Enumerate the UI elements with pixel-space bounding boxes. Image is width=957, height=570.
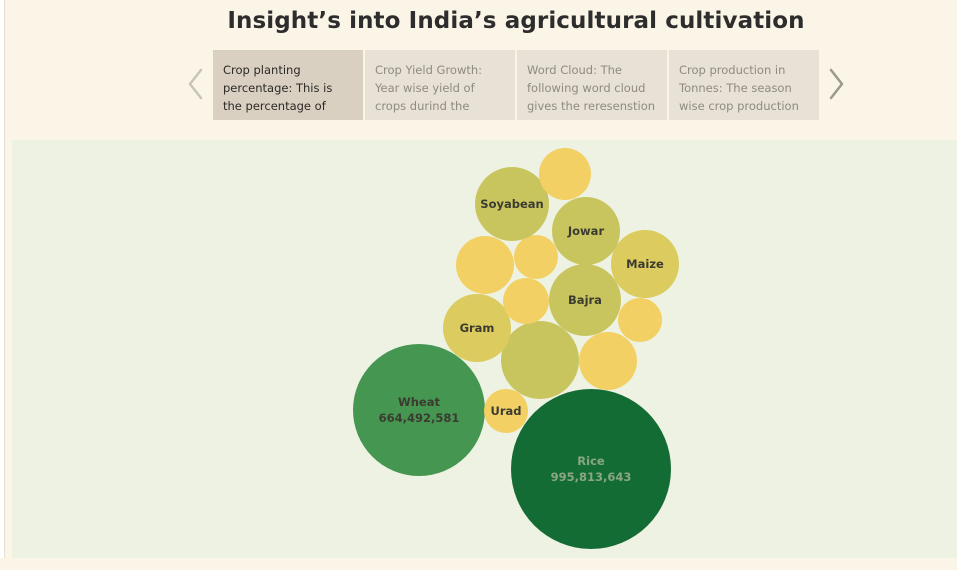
page-title: Insight’s into India’s agricultural cult…: [0, 8, 957, 34]
story-next-button[interactable]: [826, 66, 848, 102]
story-point-3[interactable]: Word Cloud: The following word cloud giv…: [517, 50, 667, 120]
bubble-circle[interactable]: [539, 148, 591, 200]
bubble-soyabean[interactable]: Soyabean: [475, 167, 549, 241]
bubble-label: Soyabean: [480, 197, 543, 211]
bubble-label: Bajra: [568, 293, 602, 307]
bubble-5[interactable]: [579, 332, 637, 390]
bubble-4[interactable]: [501, 321, 579, 399]
bubble-rice[interactable]: Rice 995,813,643: [511, 389, 671, 549]
bubble-circle[interactable]: [503, 278, 549, 324]
bubble-label: Maize: [626, 257, 664, 271]
packed-bubble-chart: Rice 995,813,643 Wheat 664,492,581 Urad Gram B…: [12, 140, 957, 558]
bubble-circle[interactable]: [579, 332, 637, 390]
bubble-circle[interactable]: [511, 389, 671, 549]
story-point-4[interactable]: Crop production in Tonnes: The season wi…: [669, 50, 819, 120]
bubble-urad[interactable]: Urad: [484, 389, 528, 433]
bubble-circle[interactable]: [618, 298, 662, 342]
footer-strip: [0, 558, 957, 570]
bubble-maize[interactable]: Maize: [611, 230, 679, 298]
story-point-1[interactable]: Crop planting percentage: This is the pe…: [213, 50, 363, 120]
story-point-2[interactable]: Crop Yield Growth: Year wise yield of cr…: [365, 50, 515, 120]
bubble-label: Urad: [490, 404, 521, 418]
bubble-chart-svg: Rice 995,813,643 Wheat 664,492,581 Urad Gram B…: [12, 140, 957, 558]
bubble-gram[interactable]: Gram: [443, 294, 511, 362]
bubble-circle[interactable]: [514, 235, 558, 279]
bubble-value: 995,813,643: [551, 470, 632, 484]
chevron-right-icon: [826, 66, 848, 102]
bubble-bajra[interactable]: Bajra: [549, 264, 621, 336]
bubble-10[interactable]: [456, 236, 514, 294]
story-navigator: Crop planting percentage: This is the pe…: [213, 50, 821, 120]
bubble-label: Rice: [577, 454, 605, 468]
bubble-11[interactable]: [514, 235, 558, 279]
story-prev-button[interactable]: [185, 66, 207, 102]
bubble-circle[interactable]: [353, 344, 485, 476]
bubble-label: Gram: [460, 321, 495, 335]
bubble-15[interactable]: [539, 148, 591, 200]
bubble-wheat[interactable]: Wheat 664,492,581: [353, 344, 485, 476]
bubble-circle[interactable]: [456, 236, 514, 294]
bubble-7[interactable]: [503, 278, 549, 324]
bubble-label: Jowar: [567, 224, 605, 238]
bubble-circle[interactable]: [501, 321, 579, 399]
bubble-label: Wheat: [398, 395, 440, 409]
bubble-jowar[interactable]: Jowar: [552, 197, 620, 265]
chevron-left-icon: [185, 66, 207, 102]
bubble-value: 664,492,581: [379, 411, 460, 425]
bubble-9[interactable]: [618, 298, 662, 342]
left-edge: [0, 0, 5, 570]
